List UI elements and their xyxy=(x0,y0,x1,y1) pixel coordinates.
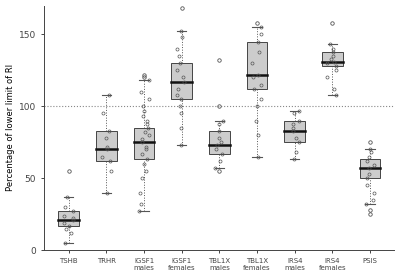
Bar xyxy=(96,131,117,161)
Bar xyxy=(284,121,305,142)
Bar xyxy=(322,52,343,66)
Bar xyxy=(134,128,154,160)
Bar xyxy=(58,211,79,226)
Y-axis label: Percentage of lower limit of RI: Percentage of lower limit of RI xyxy=(6,64,14,191)
Bar xyxy=(247,42,267,89)
Bar xyxy=(209,131,230,154)
Bar xyxy=(171,63,192,99)
Bar xyxy=(360,160,380,178)
